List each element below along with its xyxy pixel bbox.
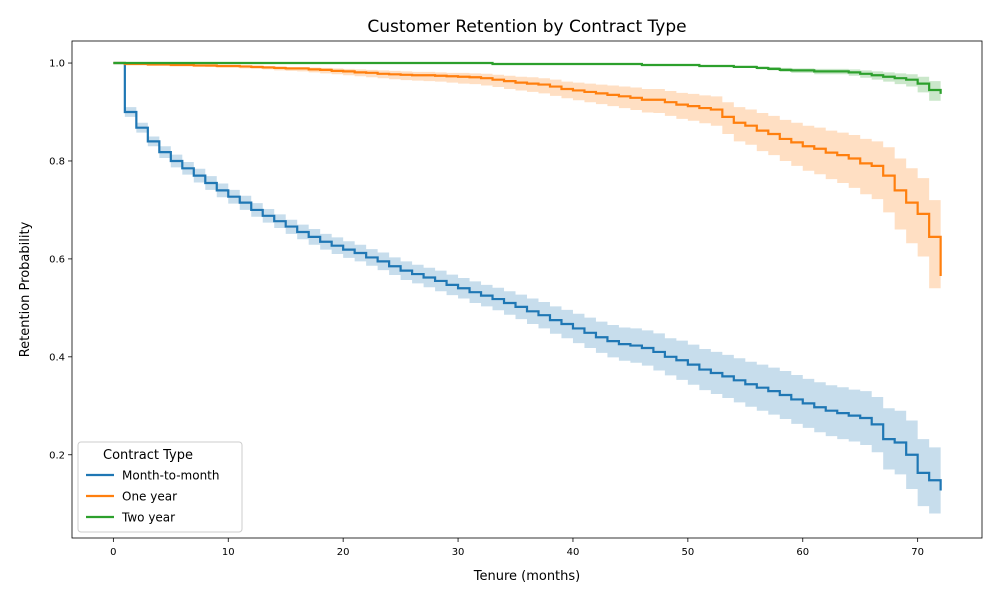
x-tick-label: 20	[337, 547, 350, 558]
y-tick-label: 0.2	[49, 450, 65, 461]
y-tick-label: 0.6	[49, 254, 65, 265]
x-tick-label: 30	[452, 547, 465, 558]
y-axis: 0.2 0.4 0.6 0.8 1.0	[49, 59, 72, 461]
x-axis-label: Tenure (months)	[473, 569, 581, 584]
series-line-month-to-month	[113, 61, 942, 491]
legend-label: Two year	[121, 511, 175, 525]
x-tick-label: 70	[911, 547, 924, 558]
legend-label: Month-to-month	[122, 469, 220, 483]
legend-title: Contract Type	[103, 448, 193, 463]
x-tick-label: 10	[222, 547, 235, 558]
confidence-bands	[113, 63, 941, 516]
chart-title: Customer Retention by Contract Type	[367, 17, 686, 37]
y-tick-label: 1.0	[49, 59, 65, 70]
x-tick-label: 0	[110, 547, 116, 558]
confidence-band-one-year	[113, 63, 941, 335]
x-tick-label: 50	[681, 547, 694, 558]
legend-item-month-to-month: Month-to-month	[86, 469, 220, 483]
legend-item-two-year: Two year	[86, 511, 175, 525]
series-line-two-year	[113, 61, 942, 94]
x-axis: 0 10 20 30 40 50 60 70	[110, 538, 924, 558]
legend-box	[77, 441, 243, 533]
y-tick-label: 0.8	[49, 156, 65, 167]
legend-label: One year	[122, 490, 177, 504]
x-tick-label: 40	[567, 547, 580, 558]
y-tick-label: 0.4	[49, 352, 65, 363]
legend: Contract Type Month-to-month One year Two …	[77, 441, 243, 533]
legend-item-one-year: One year	[86, 490, 177, 504]
series-line-one-year	[113, 61, 942, 277]
x-tick-label: 60	[796, 547, 809, 558]
series-lines	[113, 61, 942, 491]
plot-frame	[71, 40, 983, 539]
y-axis-label: Retention Probability	[18, 221, 33, 357]
legend-items: Month-to-month One year Two year	[86, 469, 220, 525]
